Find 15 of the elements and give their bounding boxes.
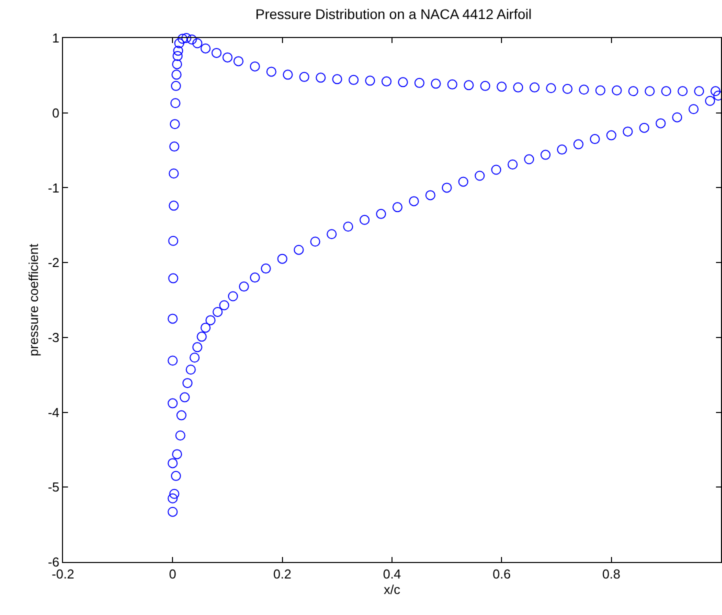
y-tick-label: -5 [48, 480, 60, 495]
y-tick-label: 0 [52, 105, 60, 120]
y-tick-label: 1 [52, 30, 60, 46]
x-tick-label: 0.4 [382, 566, 402, 582]
y-axis-title: pressure coefficient [26, 243, 41, 356]
chart-title: Pressure Distribution on a NACA 4412 Airfoil [255, 6, 532, 22]
y-tick-label: -1 [48, 180, 60, 196]
y-tick-label: -2 [48, 255, 60, 270]
x-tick-label: 0.6 [492, 566, 511, 582]
x-tick-label: 0 [169, 566, 176, 582]
x-axis-title: x/c [384, 582, 401, 598]
y-tick-label: -4 [48, 404, 60, 420]
x-tick-label: 0.2 [273, 566, 292, 582]
y-tick-label: -3 [48, 330, 60, 345]
x-tick-label: 0.8 [602, 566, 620, 582]
